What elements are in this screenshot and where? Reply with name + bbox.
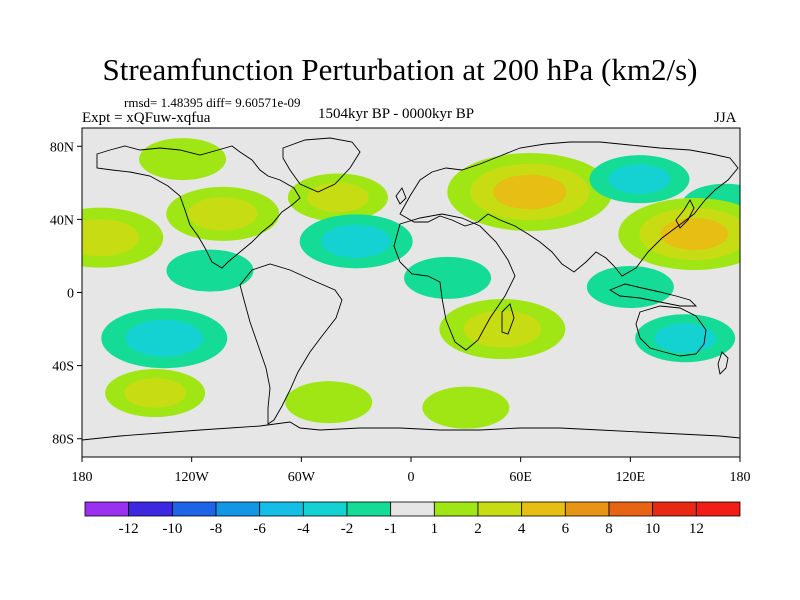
y-tick-label: 40S xyxy=(52,360,74,375)
contour-feature xyxy=(285,381,373,424)
contour-band xyxy=(166,249,254,292)
colorbar-swatch xyxy=(695,501,741,517)
colorbar-label: 6 xyxy=(562,521,570,537)
contour-feature xyxy=(586,266,674,309)
contour-feature xyxy=(166,186,280,241)
y-tick-label: 80N xyxy=(50,140,74,155)
contour-band xyxy=(660,218,729,251)
y-tick-label: 40N xyxy=(50,213,74,228)
map-plot-area xyxy=(81,127,741,458)
colorbar-label: 12 xyxy=(689,521,704,537)
colorbar-label: -6 xyxy=(253,521,266,537)
colorbar-label: -8 xyxy=(210,521,223,537)
season-annotation: JJA xyxy=(714,110,737,126)
colorbar-label: -10 xyxy=(162,521,182,537)
colorbar-swatch xyxy=(346,501,392,517)
x-tick-label: 120W xyxy=(175,470,210,485)
contour-band xyxy=(307,182,369,213)
coast-british-isles xyxy=(395,187,407,205)
contour-band xyxy=(321,224,391,258)
colorbar-label: 8 xyxy=(605,521,613,537)
contour-band xyxy=(139,138,227,181)
colorbar-label: 2 xyxy=(474,521,482,537)
contour-feature xyxy=(82,207,164,268)
x-tick-label: 180 xyxy=(72,470,93,485)
contour-feature xyxy=(101,308,228,369)
colorbar-swatch xyxy=(608,501,654,517)
contour-feature xyxy=(404,256,492,299)
colorbar-swatch xyxy=(564,501,610,517)
contour-feature xyxy=(635,314,736,363)
experiment-annotation: Expt = xQFuw-xqfua xyxy=(82,110,211,126)
contour-feature xyxy=(139,138,227,181)
contour-band xyxy=(124,378,186,408)
y-tick-label: 80S xyxy=(52,433,74,448)
contour-feature xyxy=(299,214,413,269)
coast-new-zealand xyxy=(717,351,729,375)
colorbar-swatch xyxy=(215,501,261,517)
colorbar-swatch xyxy=(390,501,435,517)
colorbar-label: 1 xyxy=(431,521,439,537)
contour-feature xyxy=(105,369,206,418)
x-tick-label: 120E xyxy=(616,470,646,485)
contour-band xyxy=(404,256,492,299)
colorbar-label: 10 xyxy=(645,521,660,537)
colorbar-swatch xyxy=(652,501,697,517)
contour-band xyxy=(654,323,716,353)
contour-band xyxy=(608,164,671,194)
colorbar-swatch xyxy=(433,501,479,517)
coast-africa xyxy=(393,213,516,351)
coast-australia xyxy=(635,305,707,357)
colorbar-swatch xyxy=(84,501,130,517)
contour-band xyxy=(285,381,373,424)
period-annotation: 1504kyr BP - 0000kyr BP xyxy=(318,106,475,122)
colorbar-swatch xyxy=(171,501,217,517)
x-axis-ticks: 180 120W 60W 0 60E 120E 180 xyxy=(72,457,751,485)
coast-japan xyxy=(675,199,695,229)
contour-feature xyxy=(589,155,690,204)
coast-europe-asia xyxy=(399,141,739,277)
x-tick-label: 60W xyxy=(288,470,316,485)
contour-feature xyxy=(447,152,613,231)
contour-band xyxy=(187,197,258,231)
coast-antarctica xyxy=(82,421,740,441)
coast-indonesia xyxy=(608,283,698,307)
x-tick-label: 60E xyxy=(509,470,532,485)
stats-annotation: rmsd= 1.48395 diff= 9.60571e-09 xyxy=(124,95,301,110)
colorbar-label: 4 xyxy=(518,521,526,537)
coast-north-america xyxy=(96,145,301,269)
x-tick-label: 180 xyxy=(730,470,751,485)
colorbar-label: -2 xyxy=(341,521,354,537)
x-tick-label: 0 xyxy=(408,470,415,485)
contour-band xyxy=(82,219,140,257)
contour-band xyxy=(493,174,567,210)
colorbar-swatch xyxy=(259,501,304,517)
field-contours xyxy=(82,138,740,429)
contour-feature xyxy=(422,386,510,429)
colorbar-swatch xyxy=(521,501,566,517)
contour-band xyxy=(586,266,674,309)
colorbar-swatch xyxy=(477,501,523,517)
coast-south-america xyxy=(239,263,343,425)
colorbar-label: -1 xyxy=(384,521,397,537)
coast-madagascar xyxy=(501,303,515,335)
colorbar-swatch xyxy=(302,501,348,517)
chart-title: Streamfunction Perturbation at 200 hPa (… xyxy=(102,52,698,87)
colorbar: -12 -10 -8 -6 -4 -2 -1 1 2 4 6 8 10 12 xyxy=(84,501,741,537)
y-tick-label: 0 xyxy=(67,287,74,302)
contour-feature xyxy=(618,198,740,271)
colorbar-label: -12 xyxy=(119,521,139,537)
colorbar-swatch xyxy=(128,501,173,517)
coast-greenland xyxy=(282,137,361,193)
contour-band xyxy=(125,319,204,357)
y-axis-ticks: 80N 40N 0 40S 80S xyxy=(50,140,82,448)
colorbar-label: -4 xyxy=(297,521,310,537)
coastlines xyxy=(82,137,740,441)
contour-feature xyxy=(166,249,254,292)
contour-band xyxy=(422,386,510,429)
